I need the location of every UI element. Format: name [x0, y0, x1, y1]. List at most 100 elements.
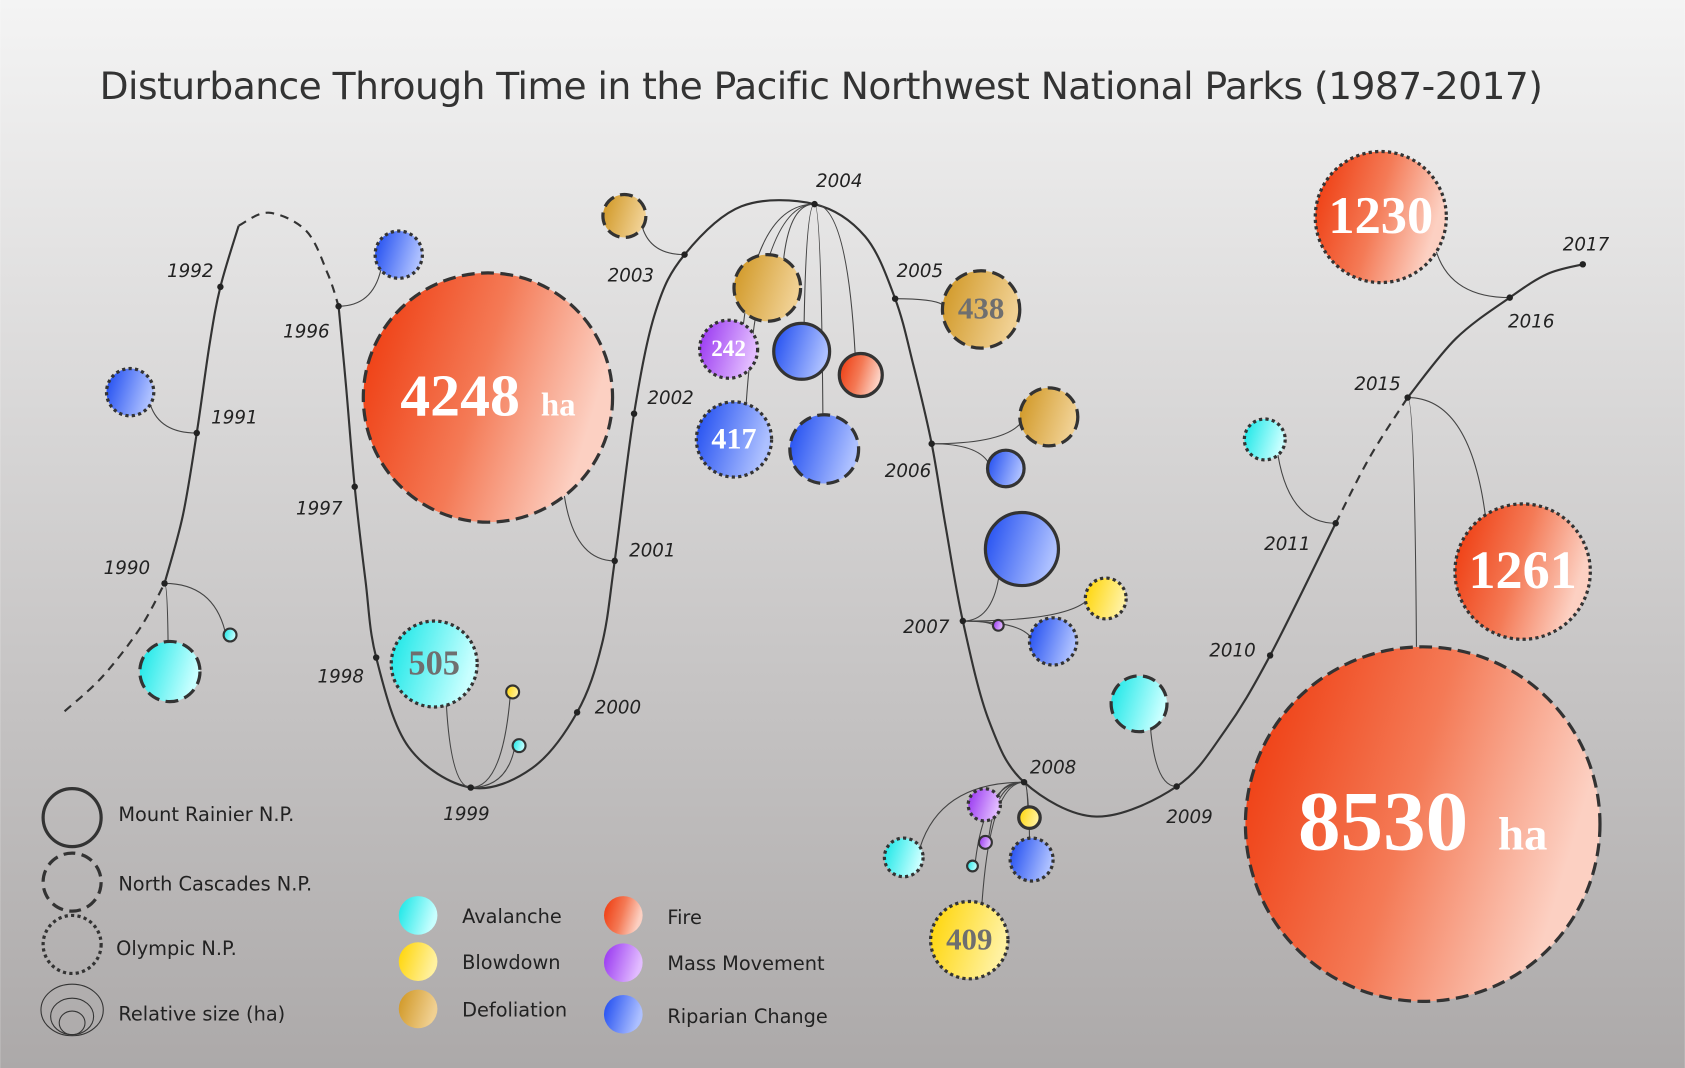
connector	[149, 404, 197, 434]
connector	[1277, 454, 1336, 524]
bubble	[511, 738, 527, 754]
year-point	[217, 283, 224, 291]
timeline-segment	[337, 199, 1337, 818]
bubble-value: 505	[408, 644, 460, 682]
bubble	[1313, 149, 1448, 285]
bubble	[928, 899, 1010, 981]
connector	[814, 203, 856, 355]
bubble	[1243, 645, 1602, 1003]
year-point	[372, 654, 380, 661]
legend: Mount Rainier N.P. North Cascades N.P. Oly…	[40, 787, 828, 1037]
bubble-value: 417	[711, 421, 756, 455]
year-point	[1266, 652, 1274, 659]
bubble-value: 4248	[400, 362, 520, 428]
bubble-label: 438	[958, 291, 1004, 326]
year-point	[891, 295, 899, 302]
year-point	[1506, 294, 1513, 301]
year-point	[1173, 783, 1180, 790]
legend-dashed	[41, 851, 103, 913]
bubble	[505, 684, 521, 700]
year-point	[928, 440, 935, 447]
connector	[919, 781, 1025, 848]
bubble	[222, 627, 238, 643]
bubble	[940, 269, 1022, 350]
year-point	[193, 429, 200, 437]
bubble	[1018, 386, 1080, 448]
year-label: 2011	[1264, 534, 1310, 555]
bubble	[1242, 417, 1287, 462]
bubble-label: 8530 ha	[1298, 775, 1547, 869]
bubble	[373, 229, 425, 280]
year-label: 2004	[816, 171, 862, 192]
bubble	[882, 836, 925, 879]
bubble	[104, 366, 156, 418]
year-label: 2008	[1030, 758, 1076, 779]
legend-type: Blowdown	[462, 951, 560, 974]
connector	[931, 423, 1021, 445]
year-label: 2001	[629, 541, 675, 562]
year-label: 1990	[104, 558, 150, 579]
year-label: 1998	[318, 666, 364, 687]
legend-type: Avalanche	[462, 905, 562, 928]
legend-swatch	[398, 896, 438, 935]
connector	[164, 582, 226, 632]
years: 1990 1991 1992 1996 1997 1998 1999 2000 2001 2002…	[104, 171, 1610, 828]
connector	[1150, 729, 1177, 788]
bubble	[389, 619, 479, 709]
year-point	[467, 784, 474, 791]
connector	[895, 298, 944, 306]
bubble	[985, 448, 1026, 489]
legend-park: North Cascades N.P.	[118, 873, 312, 896]
timeline-segment	[238, 211, 340, 307]
legend-solid	[41, 787, 103, 849]
connector	[641, 227, 685, 256]
year-label: 2010	[1209, 640, 1255, 661]
year-point	[1332, 520, 1339, 527]
legend-park: Olympic N.P.	[116, 937, 237, 960]
legend-swatch	[603, 943, 643, 983]
bubble	[1027, 616, 1079, 667]
connector	[1407, 397, 1417, 647]
legend-type: Mass Movement	[667, 952, 825, 975]
year-label: 2017	[1563, 234, 1610, 255]
timeline-segment	[63, 582, 166, 713]
year-point	[959, 617, 967, 625]
connector	[563, 495, 615, 562]
bubble	[837, 351, 884, 399]
connector	[470, 697, 511, 789]
bubble	[732, 253, 803, 323]
bubble-label: 409	[946, 921, 992, 956]
bubble-value: 409	[946, 921, 992, 956]
bubble-value: 1261	[1468, 540, 1576, 600]
legend-park: Relative size (ha)	[118, 1003, 285, 1026]
connector	[470, 749, 515, 789]
bubble	[1453, 502, 1592, 641]
bubble-unit: ha	[1498, 809, 1547, 861]
legend-swatch	[398, 942, 438, 981]
legend-swatch	[398, 989, 438, 1029]
bubble-label: 417	[711, 421, 756, 455]
year-label: 1997	[296, 499, 343, 520]
year-point	[630, 410, 638, 417]
bubble	[1017, 805, 1042, 831]
legend-swatch	[603, 896, 643, 935]
year-point	[1579, 261, 1587, 268]
year-label: 1996	[283, 321, 329, 342]
bubble	[966, 859, 979, 873]
year-point	[351, 483, 358, 490]
bubble	[1083, 576, 1128, 621]
year-point	[335, 302, 342, 310]
bubble-label: 4248 ha	[400, 362, 575, 428]
year-point	[1404, 394, 1411, 401]
legend-type: Defoliation	[462, 998, 567, 1021]
bubble	[983, 510, 1061, 588]
legend-dotted	[41, 913, 103, 976]
year-label: 2007	[903, 617, 950, 638]
year-point	[611, 557, 618, 565]
year-label: 2016	[1508, 312, 1554, 333]
year-point	[1020, 778, 1028, 786]
legend-size	[58, 1010, 86, 1036]
year-label: 2000	[595, 697, 641, 718]
year-point	[573, 709, 581, 716]
